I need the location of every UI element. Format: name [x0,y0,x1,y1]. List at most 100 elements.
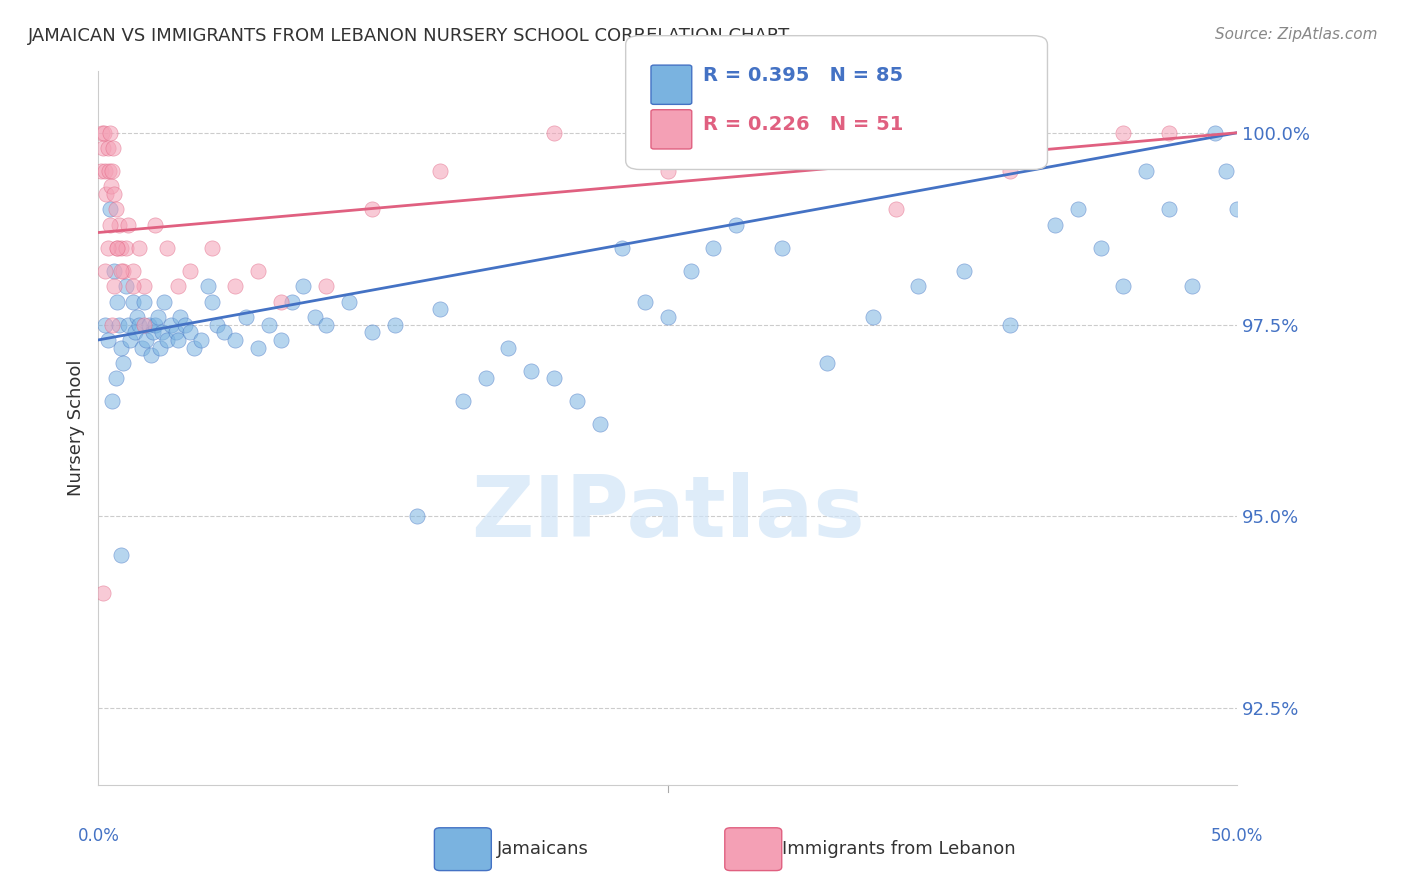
Point [224,279,246,293]
Point [179,264,201,278]
Point [183,341,205,355]
Point [108,218,131,232]
Point [121,264,143,278]
Point [104,371,127,385]
Point [246,341,269,355]
Text: R = 0.395   N = 85: R = 0.395 N = 85 [703,66,903,86]
Point [167,279,190,293]
Point [156,333,179,347]
Point [127,310,149,324]
Text: ZIPatlas: ZIPatlas [471,472,865,556]
Point [907,279,929,293]
Point [108,318,131,332]
Point [1112,279,1135,293]
Point [1215,164,1237,178]
Point [146,310,169,324]
Point [114,279,136,293]
Point [862,310,884,324]
Point [90,164,112,178]
Point [105,294,128,309]
Point [145,318,167,332]
FancyBboxPatch shape [434,828,491,871]
Point [97,164,120,178]
Point [1204,126,1226,140]
Point [156,241,179,255]
Point [110,548,132,562]
Point [93,126,115,140]
Point [657,310,679,324]
Point [110,341,132,355]
Point [259,318,281,332]
Point [121,279,143,293]
Text: 50.0%: 50.0% [1211,827,1264,845]
Point [1157,202,1180,217]
Point [103,141,125,155]
Point [103,264,125,278]
Point [770,241,793,255]
Point [1112,126,1135,140]
Point [174,318,197,332]
Point [315,279,337,293]
Point [117,218,139,232]
Point [360,202,382,217]
Point [429,302,451,317]
Point [612,241,634,255]
Point [406,509,429,524]
Text: Source: ZipAtlas.com: Source: ZipAtlas.com [1215,27,1378,42]
Point [360,325,382,339]
Point [498,341,520,355]
Point [139,348,162,362]
Point [815,356,838,370]
Point [953,264,976,278]
Point [474,371,496,385]
Point [205,318,228,332]
Point [112,264,135,278]
Point [165,325,187,339]
Point [101,394,124,409]
Point [132,294,155,309]
Point [1157,126,1180,140]
Point [543,371,565,385]
Point [105,241,128,255]
Point [179,325,201,339]
Point [1181,279,1204,293]
Point [201,241,224,255]
Point [96,187,118,202]
Point [998,318,1021,332]
Point [100,179,122,194]
Point [292,279,315,293]
Point [167,333,190,347]
Point [657,164,679,178]
Text: 0.0%: 0.0% [77,827,120,845]
Point [142,325,165,339]
Point [1043,218,1066,232]
Point [169,310,191,324]
Point [1135,164,1157,178]
Point [702,241,724,255]
Point [201,294,224,309]
Point [103,187,125,202]
Text: R = 0.226   N = 51: R = 0.226 N = 51 [703,115,904,135]
Point [337,294,360,309]
Y-axis label: Nursery School: Nursery School [66,359,84,497]
Point [1067,202,1090,217]
Point [98,126,121,140]
Point [98,202,121,217]
Point [149,341,172,355]
Point [634,294,657,309]
Point [96,241,118,255]
Point [103,279,125,293]
Point [543,126,565,140]
Point [91,586,114,600]
Point [91,141,114,155]
Point [132,279,155,293]
Point [110,264,132,278]
Point [588,417,610,432]
Point [315,318,337,332]
Point [884,202,907,217]
Point [1090,241,1112,255]
Point [520,363,543,377]
Point [246,264,269,278]
Point [120,333,142,347]
Point [94,164,117,178]
